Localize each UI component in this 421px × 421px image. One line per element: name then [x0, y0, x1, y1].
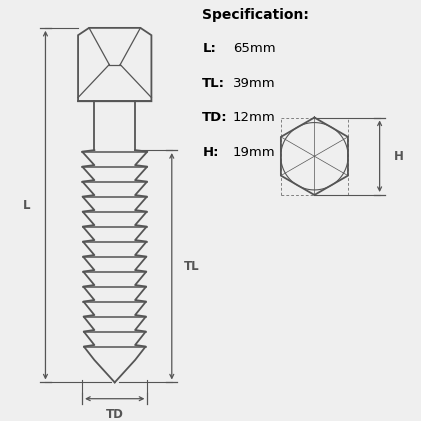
- Text: TD:: TD:: [203, 112, 228, 125]
- Text: 12mm: 12mm: [233, 112, 276, 125]
- Text: 39mm: 39mm: [233, 77, 275, 90]
- Text: H: H: [394, 150, 404, 163]
- Text: L:: L:: [203, 42, 216, 55]
- Text: H:: H:: [203, 146, 219, 159]
- Text: TL:: TL:: [203, 77, 225, 90]
- Text: 65mm: 65mm: [233, 42, 275, 55]
- Text: 19mm: 19mm: [233, 146, 275, 159]
- Text: L: L: [24, 199, 31, 212]
- Text: Specification:: Specification:: [203, 8, 309, 21]
- Text: TL: TL: [184, 260, 199, 273]
- Text: TD: TD: [106, 408, 124, 421]
